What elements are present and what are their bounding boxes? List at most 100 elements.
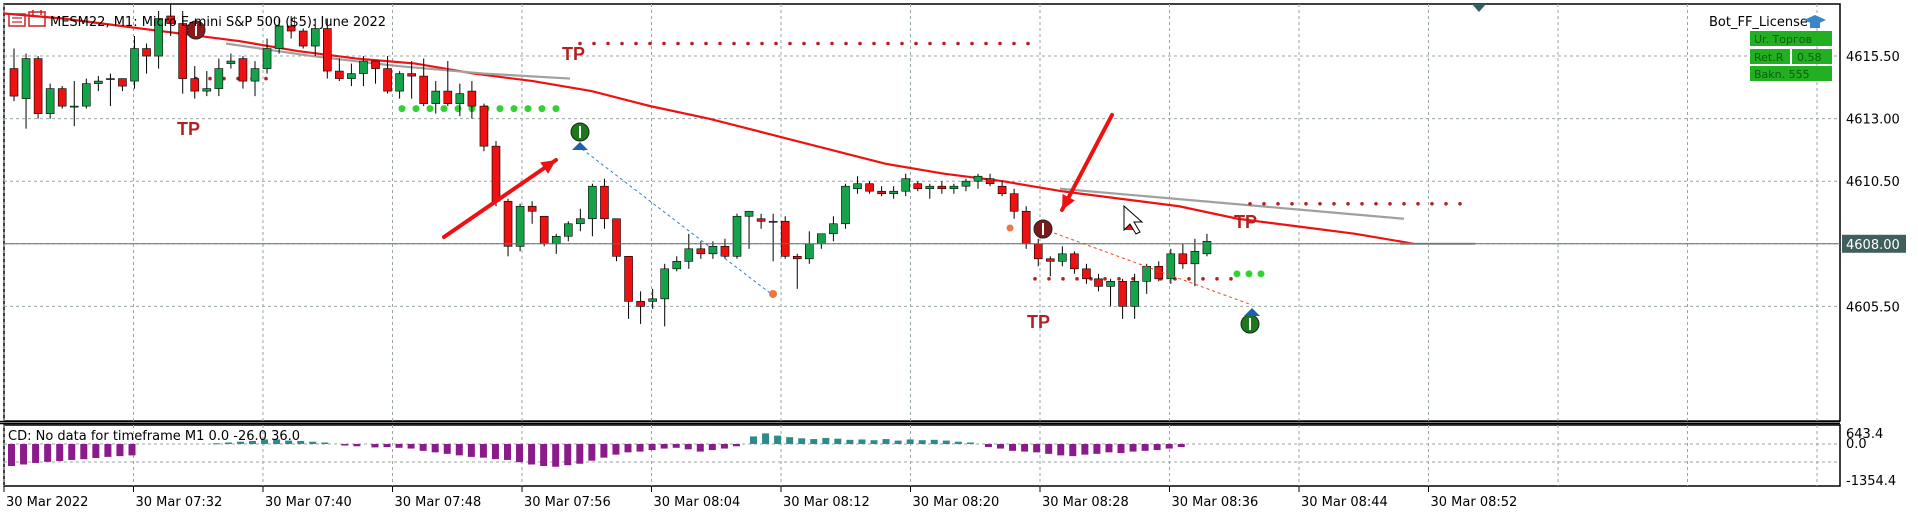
candle-body <box>527 205 537 212</box>
tp-level-dot <box>1075 277 1079 281</box>
tp-level-dot <box>746 41 750 46</box>
cd-bar <box>491 444 499 460</box>
price-tick: 4613.00 <box>1846 113 1900 128</box>
tp-level-dot <box>1229 277 1233 281</box>
tp-level-dot <box>718 41 722 46</box>
cd-bar <box>516 444 524 463</box>
candle-body <box>154 18 163 57</box>
cd-bar <box>236 441 244 444</box>
tp-level-dot <box>1430 201 1434 206</box>
moving-average-line <box>3 12 1415 245</box>
cd-bar <box>918 440 926 444</box>
cd-bar <box>68 444 76 460</box>
candle-body <box>792 256 802 260</box>
candle-body <box>286 25 296 32</box>
cd-bar <box>648 444 656 451</box>
candle-body <box>419 75 429 104</box>
candle-body <box>841 185 850 225</box>
candle-body <box>1094 278 1103 287</box>
cd-bar <box>44 444 52 462</box>
cd-bar <box>750 436 757 444</box>
candle-body <box>1009 193 1019 212</box>
candle-body <box>274 25 284 49</box>
time-tick-label: 30 Mar 07:56 <box>524 495 611 510</box>
candle-body <box>1033 243 1043 260</box>
candle-body <box>720 245 730 257</box>
mouse-cursor-icon <box>1123 204 1144 235</box>
tp-level-dot <box>648 41 652 46</box>
candle-body <box>407 73 416 77</box>
candle-body <box>94 80 103 84</box>
entry-level-dot <box>510 105 518 113</box>
toolbar-icons[interactable] <box>8 10 46 27</box>
tp-level-dot <box>1276 201 1280 206</box>
cd-bar <box>116 444 124 457</box>
cd-bar <box>636 444 644 452</box>
candle-body <box>804 243 814 260</box>
cd-bar <box>954 441 962 444</box>
cd-bar <box>1165 444 1173 449</box>
cd-bar <box>212 443 220 445</box>
candle-body <box>395 73 404 92</box>
cd-bar <box>1117 444 1125 454</box>
candle-body <box>383 68 392 92</box>
cd-tick: -1354.4 <box>1846 474 1896 489</box>
shift-marker-icon[interactable] <box>1472 4 1486 12</box>
time-tick-label: 30 Mar 08:44 <box>1301 495 1388 510</box>
candle-body <box>347 73 356 79</box>
candle-body <box>9 68 19 97</box>
cd-bar <box>1081 444 1089 455</box>
tp-level-dot <box>760 41 764 46</box>
cd-bar <box>504 444 511 460</box>
cd-bar <box>1105 444 1113 453</box>
candle-body <box>238 58 248 82</box>
entry-level-dot <box>496 105 504 113</box>
candle-body <box>335 70 344 79</box>
tp-level-dot <box>1360 201 1364 206</box>
cd-bar <box>564 444 572 466</box>
price-tick: 4615.50 <box>1846 50 1900 65</box>
candle-body <box>829 223 838 235</box>
tp-level-dot <box>1012 41 1016 46</box>
cd-bar <box>600 444 608 458</box>
candle-body <box>853 183 862 190</box>
candle-body <box>322 28 332 72</box>
candle-body <box>961 180 971 187</box>
candle-body <box>250 68 260 82</box>
candle-body <box>142 48 151 57</box>
tp-level-dot <box>1416 201 1420 206</box>
cd-bar <box>285 440 293 444</box>
cd-bar <box>8 444 15 466</box>
cd-bar <box>798 438 806 444</box>
cd-bar <box>479 444 487 458</box>
candle-body <box>455 93 465 104</box>
info-panel-row-bg <box>1750 31 1832 46</box>
cd-bar <box>930 439 938 444</box>
candle-body <box>443 90 453 104</box>
list-icon[interactable] <box>8 13 26 27</box>
cd-bar <box>1009 444 1017 451</box>
candle-body <box>1082 268 1091 280</box>
candle-body <box>69 105 79 108</box>
tp-level-dot <box>844 41 848 46</box>
candle-body <box>997 185 1007 195</box>
info-panel-text: 0.58 <box>1797 51 1822 64</box>
cd-bar <box>1093 444 1101 454</box>
time-tick-label: 30 Mar 07:48 <box>395 495 482 510</box>
candle-body <box>672 261 682 270</box>
candle-body <box>467 90 477 107</box>
tp-level-dot <box>1444 201 1448 206</box>
cd-bar <box>1069 444 1077 457</box>
tp-level-dot <box>620 41 624 46</box>
candle-body <box>431 90 441 104</box>
info-panel-text: Bakn. 555 <box>1754 68 1810 81</box>
cd-bar <box>353 444 361 447</box>
cd-bar <box>1033 444 1041 453</box>
candle-body <box>817 233 826 245</box>
calendar-icon[interactable] <box>28 11 46 27</box>
cd-bar <box>528 444 536 465</box>
cd-bar <box>870 440 878 444</box>
tp-level-dot <box>858 41 862 46</box>
